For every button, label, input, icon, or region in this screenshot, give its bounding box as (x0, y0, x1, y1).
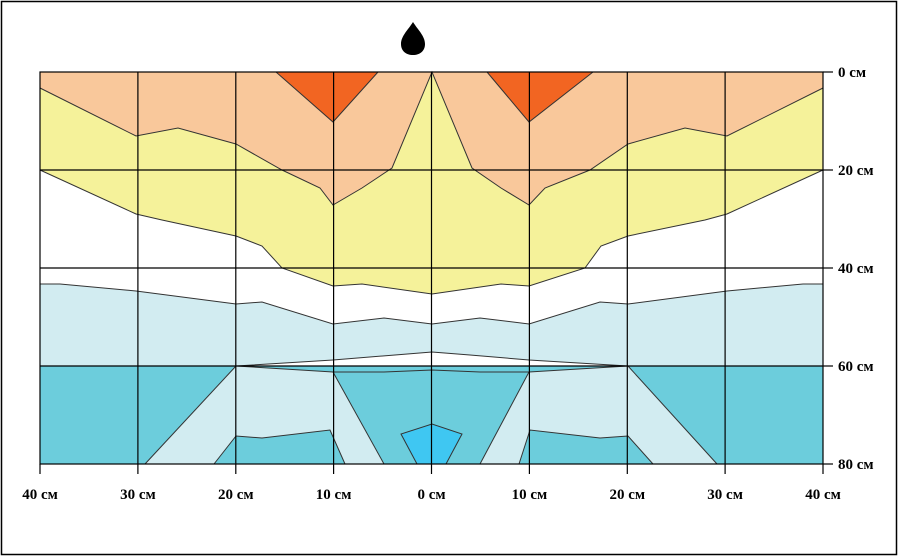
distance-label: 0 см (417, 487, 445, 503)
distance-axis: 40 см 30 см 20 см 10 см 0 см 10 см 20 см… (22, 487, 841, 503)
distance-label: 20 см (218, 487, 254, 503)
distance-label: 10 см (316, 487, 352, 503)
depth-label: 20 см (838, 163, 874, 179)
outline-deep-mid-right (479, 371, 530, 465)
drop-icon (401, 22, 425, 55)
distance-label: 10 см (512, 487, 548, 503)
depth-label: 40 см (838, 261, 874, 277)
depth-axis: 0 см 20 см 40 см 60 см 80 см (838, 65, 874, 473)
depth-label: 0 см (838, 65, 866, 81)
distance-label: 40 см (805, 487, 841, 503)
grid (39, 71, 833, 474)
distance-label: 30 см (707, 487, 743, 503)
distance-label: 40 см (22, 487, 58, 503)
distance-label: 20 см (609, 487, 645, 503)
depth-label: 80 см (838, 457, 874, 473)
outline-medium-left (213, 429, 346, 465)
zone-deep-medium-left (214, 430, 345, 464)
outline-medium-right (518, 429, 654, 465)
depth-label: 60 см (838, 359, 874, 375)
zone-deep-medium-right (519, 430, 653, 464)
outline-deep-mid-left (332, 371, 385, 465)
zone-very-wet-left (276, 72, 378, 122)
zone-very-wet-right (487, 72, 593, 122)
outline-deep-right (627, 365, 718, 465)
outline-deep-left (144, 365, 237, 465)
distance-label: 30 см (120, 487, 156, 503)
